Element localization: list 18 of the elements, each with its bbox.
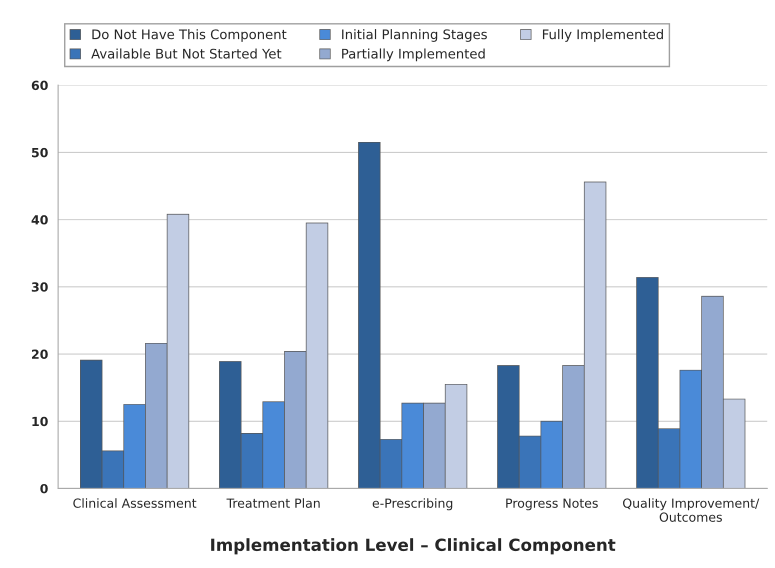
- x-tick-label: e-Prescribing: [372, 498, 452, 510]
- y-tick-label: 20: [32, 350, 48, 359]
- x-tick-label: Progress Notes: [506, 498, 598, 510]
- legend-label: Do Not Have This Component: [92, 29, 286, 42]
- y-tick-label: 60: [32, 80, 48, 90]
- legend-label: Initial Planning Stages: [342, 29, 487, 42]
- x-tick-label: Quality Improvement/ Outcomes: [623, 498, 760, 522]
- y-tick-label: 40: [32, 215, 48, 225]
- legend-label: Fully Implemented: [542, 29, 663, 42]
- y-tick-label: 50: [32, 148, 48, 158]
- y-tick-label: 30: [32, 282, 48, 292]
- x-axis-title: Implementation Level – Clinical Component: [211, 538, 616, 554]
- y-tick-label: 10: [32, 416, 48, 426]
- x-tick-label: Clinical Assessment: [73, 498, 196, 508]
- legend-label: Partially Implemented: [342, 48, 485, 62]
- legend-label: Available But Not Started Yet: [91, 48, 282, 59]
- y-tick-label: 0: [40, 484, 48, 494]
- x-tick-label: Treatment Plan: [226, 498, 320, 508]
